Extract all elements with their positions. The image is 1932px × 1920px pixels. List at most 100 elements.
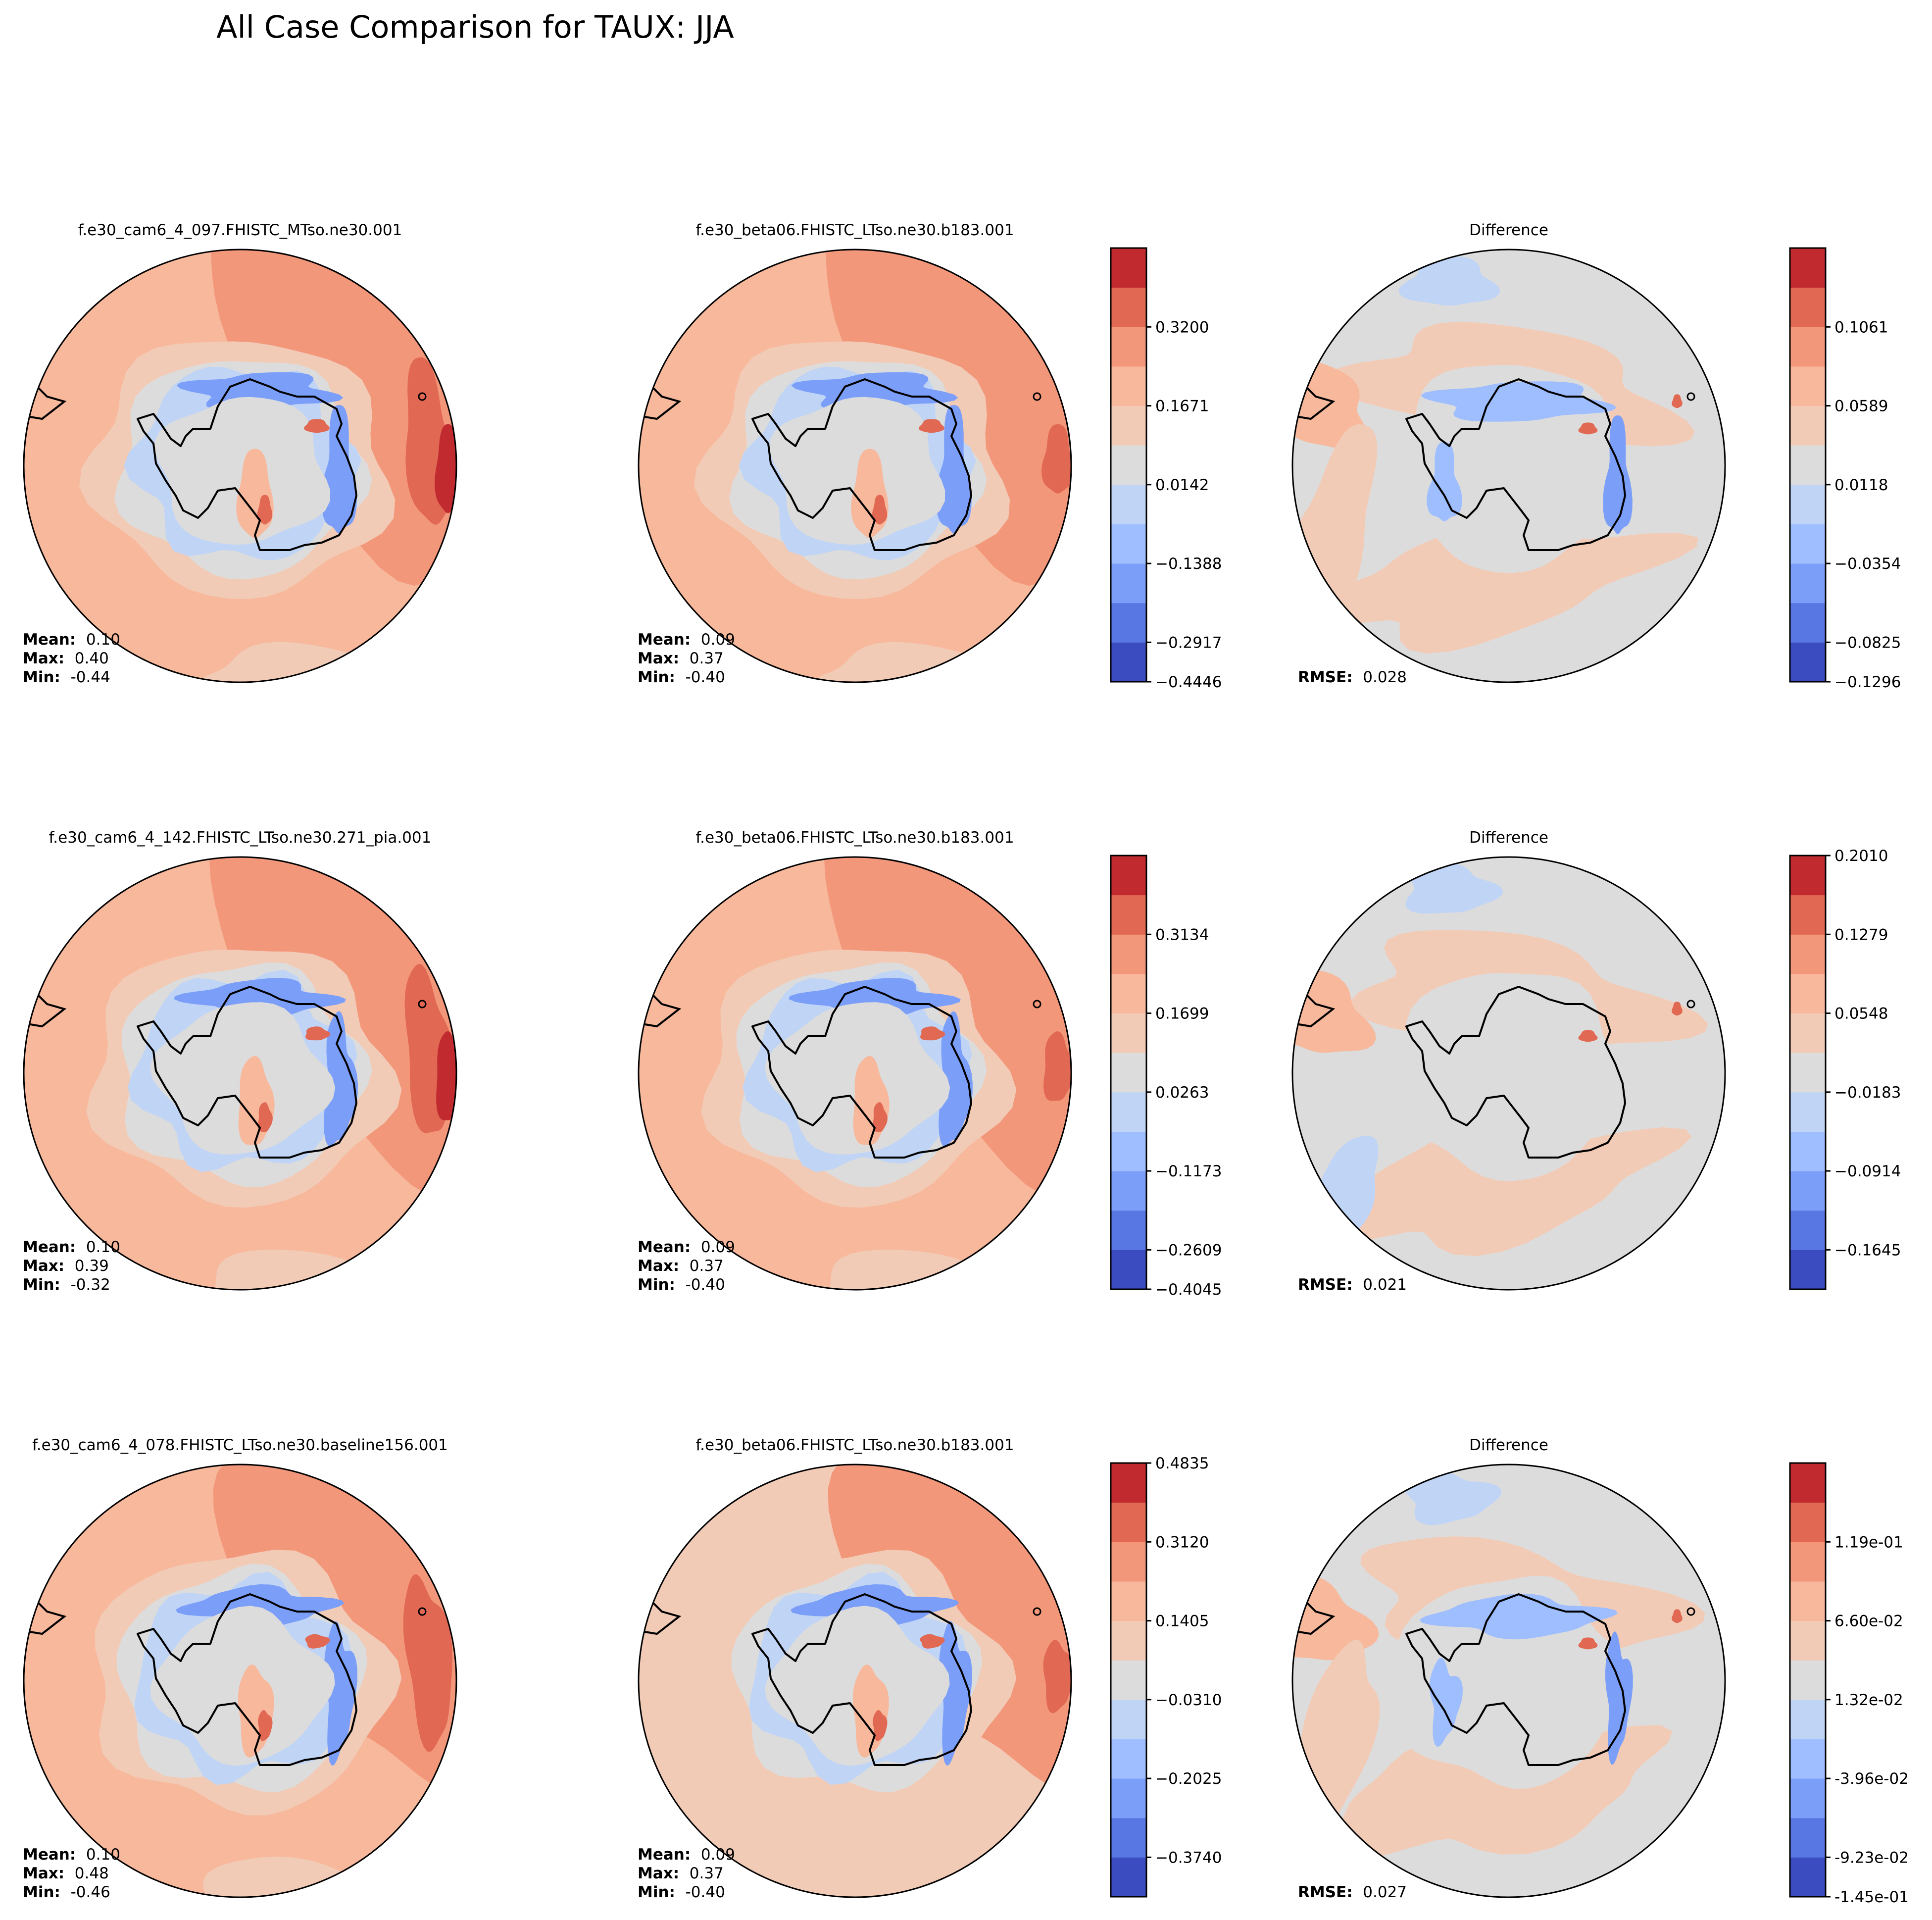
colorbar-level <box>1790 1463 1826 1503</box>
panel-title: Difference <box>1469 1436 1548 1454</box>
colorbar-level <box>1111 973 1146 1014</box>
stats-value: 0.10 <box>81 1846 120 1864</box>
colorbar-level <box>1111 445 1146 485</box>
map-boundary <box>23 856 457 1291</box>
stats-label: Max: <box>23 1865 70 1882</box>
coastline <box>1405 378 1626 551</box>
map-boundary <box>23 249 457 683</box>
panel-title: Difference <box>1469 221 1548 239</box>
island-outline <box>1033 1000 1041 1009</box>
map-boundary <box>1291 856 1726 1291</box>
base-contour-south <box>813 1250 1061 1290</box>
colorbar-level <box>1111 1699 1146 1739</box>
base-map <box>638 1464 1072 1898</box>
diff-contour-peak <box>1672 1002 1683 1016</box>
diff-contour-negative <box>1429 1658 1463 1747</box>
stats-annotation: Mean: 0.10 Max: 0.40 Min: -0.44 <box>23 630 120 687</box>
colorbar-level <box>1111 1502 1146 1542</box>
base-contour-jet <box>828 1465 1071 1794</box>
colorbar-tick-label: 6.60e-02 <box>1834 1613 1903 1630</box>
colorbar-level <box>1790 1092 1826 1132</box>
colorbar-tick-label: 0.1279 <box>1834 926 1888 944</box>
colorbar-tick-label: -3.96e-02 <box>1834 1770 1909 1788</box>
stats-value: -0.40 <box>680 668 725 686</box>
stats-annotation: Mean: 0.09 Max: 0.37 Min: -0.40 <box>638 630 735 687</box>
colorbar-level <box>1111 1739 1146 1779</box>
colorbar-tick-label: −0.0310 <box>1155 1691 1222 1709</box>
map-boundary <box>1291 249 1726 683</box>
colorbar-level <box>1111 327 1146 367</box>
stats-value: 0.021 <box>1358 1276 1407 1294</box>
colorbar-level <box>1790 1013 1826 1053</box>
colorbar-tick-label: 0.0142 <box>1155 476 1209 494</box>
stats-label: Mean: <box>638 1846 696 1864</box>
colorbar-frame <box>1789 1462 1827 1898</box>
colorbar-level <box>1790 1818 1826 1858</box>
base-contour-peak <box>872 495 888 525</box>
colorbar: 0.3134 0.1699 0.0263 −0.1173 −0.2609 −0.4045 <box>1110 855 1222 1299</box>
colorbar-level <box>1790 1778 1826 1819</box>
test-contour-negative <box>176 372 344 411</box>
test-contour-south <box>203 1856 446 1897</box>
difference-colorbar: 1.19e-01 6.60e-02 1.32e-02 -3.96e-02 -9.23e-… <box>1789 1462 1909 1906</box>
colorbar-level <box>1790 563 1826 604</box>
colorbar: 0.4835 0.3120 0.1405 −0.0310 −0.2025 −0.3740 <box>1110 1455 1222 1898</box>
island-outline <box>418 392 427 401</box>
colorbar-tick-label: 0.0118 <box>1834 476 1888 494</box>
diff-contour-positive <box>1292 968 1376 1053</box>
base-contour-negative <box>939 1011 973 1147</box>
stats-label: Min: <box>638 1276 681 1294</box>
colorbar-level <box>1790 973 1826 1014</box>
base-contour-jet-core <box>1043 1031 1071 1101</box>
stats-value: 0.37 <box>684 1865 724 1882</box>
stats-annotation: RMSE: 0.021 <box>1298 1275 1407 1294</box>
colorbar-tick-label: 0.4835 <box>1155 1455 1209 1472</box>
colorbar-tick-label: −0.0354 <box>1834 555 1901 573</box>
colorbar-level <box>1790 1502 1826 1542</box>
colorbar-level <box>1111 524 1146 564</box>
base-contour-negative <box>791 1584 959 1629</box>
coastline <box>751 986 972 1159</box>
panel-title: f.e30_cam6_4_097.FHISTC_MTso.ne30.001 <box>78 221 402 239</box>
stats-label: Mean: <box>23 631 82 649</box>
colorbar-level <box>1111 895 1146 935</box>
stats-annotation: Mean: 0.10 Max: 0.48 Min: -0.46 <box>23 1845 120 1902</box>
island-outline <box>1686 392 1695 401</box>
stats-label: Mean: <box>23 1238 82 1256</box>
island-outline <box>1033 392 1041 401</box>
colorbar-level <box>1790 287 1826 327</box>
colorbar-level <box>1111 287 1146 327</box>
difference-colorbar: 0.1061 0.0589 0.0118 −0.0354 −0.0825 −0.1296 <box>1789 247 1901 691</box>
coastline <box>1405 1593 1626 1766</box>
stats-annotation: RMSE: 0.028 <box>1298 668 1407 687</box>
colorbar-level <box>1111 642 1146 682</box>
colorbar-level <box>1111 405 1146 446</box>
coastline <box>751 378 972 551</box>
stats-value: -0.32 <box>65 1276 110 1294</box>
colorbar-level <box>1790 856 1826 896</box>
colorbar-tick-label: 0.1699 <box>1155 1005 1209 1023</box>
stats-annotation: RMSE: 0.027 <box>1298 1883 1407 1902</box>
base-contour-south <box>818 1856 1060 1897</box>
panel-title: f.e30_beta06.FHISTC_LTso.ne30.b183.001 <box>695 221 1014 239</box>
colorbar-tick-label: −0.0825 <box>1834 634 1901 652</box>
colorbar-level <box>1790 366 1826 406</box>
coastline <box>137 1593 357 1766</box>
stats-annotation: Mean: 0.09 Max: 0.37 Min: -0.40 <box>638 1845 735 1902</box>
colorbar-level <box>1790 1542 1826 1582</box>
colorbar-frame <box>1110 247 1147 683</box>
colorbar-tick-label: 1.19e-01 <box>1834 1533 1903 1551</box>
base-contour-peak <box>919 419 944 433</box>
island-outline <box>418 1000 427 1009</box>
map-boundary <box>638 856 1072 1291</box>
stats-value: 0.37 <box>684 650 724 667</box>
colorbar-tick-label: −0.3740 <box>1155 1849 1222 1867</box>
stats-label: Mean: <box>638 1238 696 1256</box>
difference-map <box>1291 856 1726 1291</box>
test-contour-peak <box>305 1634 330 1649</box>
colorbar-tick-label: −0.2609 <box>1155 1241 1222 1259</box>
map-boundary <box>1291 1464 1726 1898</box>
figure-title: All Case Comparison for TAUX: JJA <box>216 9 734 45</box>
test-contour-negative <box>321 405 357 534</box>
